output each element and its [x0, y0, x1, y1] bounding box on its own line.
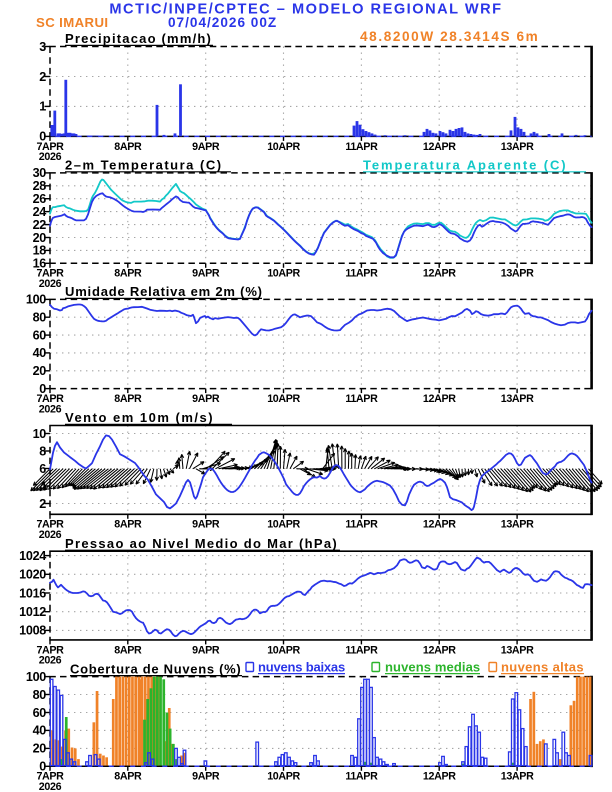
svg-text:9APR: 9APR	[192, 771, 220, 783]
svg-text:0: 0	[39, 382, 46, 396]
svg-text:9APR: 9APR	[192, 393, 220, 405]
svg-text:nuvens altas: nuvens altas	[501, 659, 584, 674]
svg-text:13APR: 13APR	[501, 519, 534, 531]
svg-text:Pressao ao Nivel Medio do Mar: Pressao ao Nivel Medio do Mar (hPa)	[65, 536, 338, 551]
svg-text:0: 0	[39, 760, 46, 774]
svg-text:11APR: 11APR	[345, 141, 378, 153]
svg-text:10APR: 10APR	[267, 141, 300, 153]
svg-text:12APR: 12APR	[423, 141, 456, 153]
svg-text:22: 22	[33, 218, 47, 232]
svg-text:24: 24	[33, 205, 47, 219]
svg-text:10APR: 10APR	[267, 771, 300, 783]
svg-text:11APR: 11APR	[345, 771, 378, 783]
svg-text:1012: 1012	[19, 605, 46, 619]
svg-text:12APR: 12APR	[423, 393, 456, 405]
svg-text:26: 26	[33, 192, 47, 206]
svg-text:7APR: 7APR	[36, 141, 64, 153]
svg-text:80: 80	[33, 311, 47, 325]
svg-text:10APR: 10APR	[267, 519, 300, 531]
svg-text:8APR: 8APR	[114, 268, 142, 280]
svg-text:6: 6	[39, 462, 46, 476]
svg-text:40: 40	[33, 346, 47, 360]
svg-text:9APR: 9APR	[192, 268, 220, 280]
svg-text:10: 10	[33, 427, 47, 441]
svg-text:8: 8	[39, 444, 46, 458]
svg-text:11APR: 11APR	[345, 644, 378, 656]
svg-text:SC IMARUI: SC IMARUI	[36, 15, 108, 30]
svg-text:30: 30	[33, 166, 47, 180]
svg-text:Cobertura de Nuvens (%): Cobertura de Nuvens (%)	[70, 661, 241, 676]
svg-text:1024: 1024	[19, 549, 46, 563]
svg-text:0: 0	[39, 130, 46, 144]
svg-text:20: 20	[33, 231, 47, 245]
svg-text:2: 2	[39, 70, 46, 84]
svg-text:18: 18	[33, 244, 47, 258]
svg-text:nuvens medias: nuvens medias	[385, 659, 480, 674]
svg-text:10APR: 10APR	[267, 393, 300, 405]
svg-text:2026: 2026	[39, 655, 62, 667]
svg-text:13APR: 13APR	[501, 771, 534, 783]
svg-text:MCTIC/INPE/CPTEC – MODELO REGI: MCTIC/INPE/CPTEC – MODELO REGIONAL WRF	[109, 2, 502, 18]
svg-text:16: 16	[33, 257, 47, 271]
svg-text:1016: 1016	[19, 586, 46, 600]
svg-text:7APR: 7APR	[36, 268, 64, 280]
svg-text:Vento em 10m (m/s): Vento em 10m (m/s)	[65, 410, 214, 425]
svg-text:12APR: 12APR	[423, 771, 456, 783]
svg-text:7APR: 7APR	[36, 644, 64, 656]
svg-text:9APR: 9APR	[192, 141, 220, 153]
svg-text:3: 3	[39, 40, 46, 54]
svg-text:2026: 2026	[39, 529, 62, 541]
svg-text:7APR: 7APR	[36, 519, 64, 531]
svg-text:9APR: 9APR	[192, 519, 220, 531]
svg-text:13APR: 13APR	[501, 268, 534, 280]
svg-text:Umidade Relativa em 2m (%): Umidade Relativa em 2m (%)	[65, 284, 263, 299]
svg-text:20: 20	[33, 742, 47, 756]
svg-text:11APR: 11APR	[345, 393, 378, 405]
svg-text:8APR: 8APR	[114, 519, 142, 531]
svg-text:60: 60	[33, 328, 47, 342]
svg-text:48.8200W 28.3414S 6m: 48.8200W 28.3414S 6m	[360, 29, 539, 44]
svg-text:80: 80	[33, 688, 47, 702]
svg-text:1: 1	[39, 100, 46, 114]
svg-text:10APR: 10APR	[267, 268, 300, 280]
svg-text:12APR: 12APR	[423, 519, 456, 531]
svg-text:13APR: 13APR	[501, 141, 534, 153]
svg-text:Precipitacao (mm/h): Precipitacao (mm/h)	[65, 31, 212, 46]
svg-text:8APR: 8APR	[114, 644, 142, 656]
svg-text:Temperatura Aparente (C): Temperatura Aparente (C)	[363, 158, 568, 173]
svg-text:07/04/2026 00Z: 07/04/2026 00Z	[168, 15, 277, 30]
svg-text:9APR: 9APR	[192, 644, 220, 656]
svg-text:28: 28	[33, 179, 47, 193]
svg-text:13APR: 13APR	[501, 393, 534, 405]
svg-text:1008: 1008	[19, 624, 46, 638]
svg-text:60: 60	[33, 706, 47, 720]
svg-text:2–m Temperatura (C): 2–m Temperatura (C)	[65, 158, 223, 173]
svg-text:10APR: 10APR	[267, 644, 300, 656]
svg-text:20: 20	[33, 364, 47, 378]
svg-text:8APR: 8APR	[114, 393, 142, 405]
svg-text:40: 40	[33, 724, 47, 738]
svg-text:11APR: 11APR	[345, 268, 378, 280]
svg-text:100: 100	[26, 293, 46, 307]
svg-text:nuvens baixas: nuvens baixas	[258, 659, 345, 674]
svg-text:8APR: 8APR	[114, 141, 142, 153]
svg-text:13APR: 13APR	[501, 644, 534, 656]
svg-text:8APR: 8APR	[114, 771, 142, 783]
svg-text:7APR: 7APR	[36, 393, 64, 405]
svg-text:4: 4	[39, 479, 46, 493]
svg-text:12APR: 12APR	[423, 268, 456, 280]
svg-text:2026: 2026	[39, 403, 62, 415]
svg-text:2026: 2026	[39, 151, 62, 163]
svg-text:2026: 2026	[39, 278, 62, 290]
svg-text:11APR: 11APR	[345, 519, 378, 531]
svg-text:1020: 1020	[19, 568, 46, 582]
svg-text:2026: 2026	[39, 781, 62, 792]
svg-text:7APR: 7APR	[36, 771, 64, 783]
svg-text:100: 100	[26, 670, 46, 684]
svg-text:12APR: 12APR	[423, 644, 456, 656]
svg-text:2: 2	[39, 497, 46, 511]
